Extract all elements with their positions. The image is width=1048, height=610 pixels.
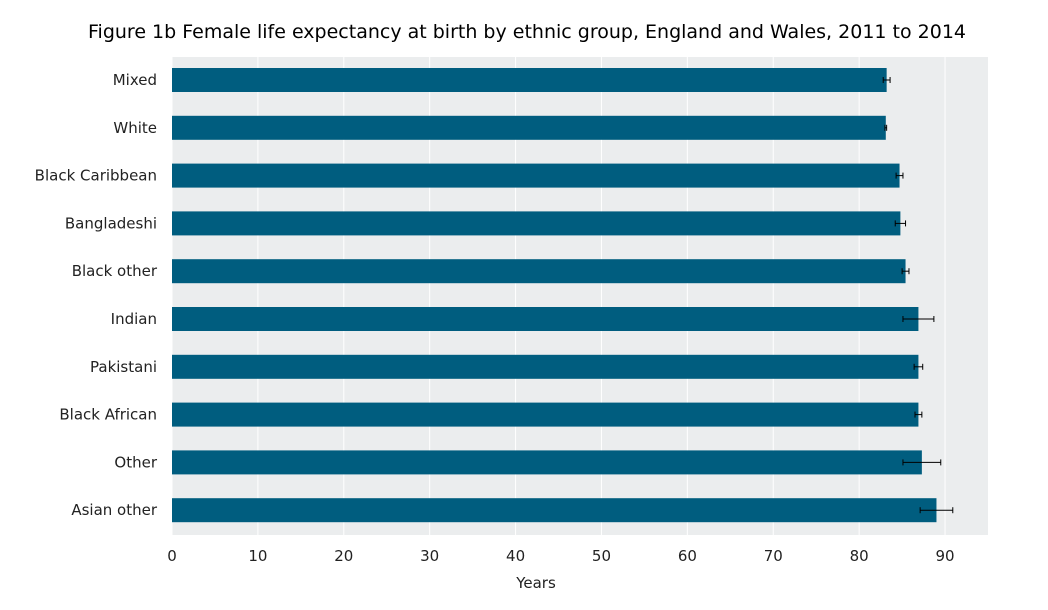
error-bar: [902, 316, 935, 322]
category-label: Pakistani: [90, 358, 157, 376]
x-tick-label: 50: [592, 547, 611, 565]
category-labels: Mixed White Black Caribbean Bangladeshi Blac…: [35, 71, 158, 519]
error-bar: [901, 268, 910, 275]
x-tick-label: 0: [167, 547, 177, 565]
x-tick-label: 90: [936, 547, 955, 565]
error-bar: [895, 172, 904, 179]
category-label: White: [113, 119, 157, 137]
x-tick-label: 20: [334, 547, 353, 565]
category-label: Mixed: [113, 71, 157, 89]
x-tick-label: 30: [420, 547, 439, 565]
bar: [172, 450, 922, 475]
chart-title: Figure 1b Female life expectancy at birt…: [88, 21, 966, 43]
bar: [172, 211, 901, 236]
bar: [172, 498, 937, 523]
error-bar: [914, 411, 923, 418]
x-tick-label: 60: [678, 547, 697, 565]
error-bar: [882, 77, 891, 83]
category-label: Asian other: [71, 501, 158, 519]
bar: [172, 163, 900, 188]
error-bar: [902, 459, 942, 466]
x-axis-label: Years: [515, 574, 556, 592]
bar: [172, 354, 919, 379]
category-label: Bangladeshi: [65, 214, 157, 232]
bars: [172, 68, 937, 523]
bar: [172, 307, 919, 331]
category-label: Black African: [59, 406, 157, 424]
x-tick-label: 10: [248, 547, 267, 565]
error-bar: [884, 124, 888, 131]
error-bar: [913, 363, 924, 370]
bar: [172, 68, 887, 92]
category-label: Black other: [72, 262, 158, 280]
bar: [172, 402, 919, 427]
category-label: Black Caribbean: [35, 167, 157, 185]
x-tick-label: 40: [506, 547, 525, 565]
bar: [172, 115, 886, 140]
bar: [172, 259, 906, 284]
x-tick-labels: 0 10 20 30 40 50 60 70 80 90: [167, 547, 954, 565]
error-bar: [919, 507, 954, 514]
x-tick-label: 70: [764, 547, 783, 565]
error-bar: [894, 220, 907, 227]
category-label: Other: [114, 453, 157, 471]
category-label: Indian: [111, 310, 157, 328]
error-bars: [882, 77, 954, 514]
x-tick-label: 80: [850, 547, 869, 565]
